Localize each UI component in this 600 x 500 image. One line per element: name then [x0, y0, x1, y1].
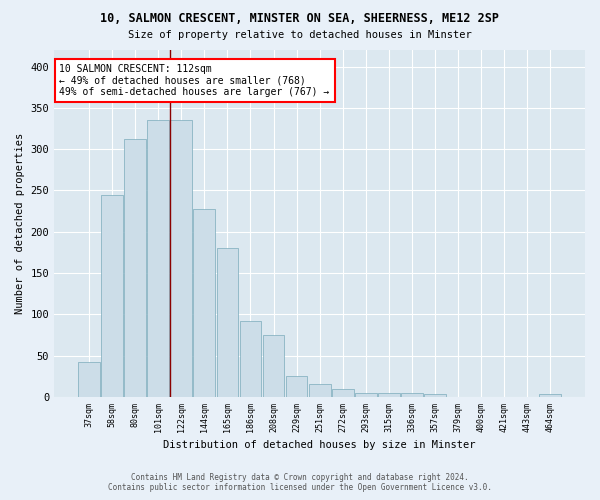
Bar: [424, 394, 446, 397]
Bar: [308, 384, 331, 397]
Bar: [193, 208, 215, 397]
Bar: [378, 392, 400, 397]
Bar: [124, 139, 146, 397]
Text: 10 SALMON CRESCENT: 112sqm
← 49% of detached houses are smaller (768)
49% of sem: 10 SALMON CRESCENT: 112sqm ← 49% of deta…: [59, 64, 330, 97]
Y-axis label: Number of detached properties: Number of detached properties: [15, 133, 25, 314]
Text: 10, SALMON CRESCENT, MINSTER ON SEA, SHEERNESS, ME12 2SP: 10, SALMON CRESCENT, MINSTER ON SEA, SHE…: [101, 12, 499, 26]
Bar: [332, 390, 353, 397]
Bar: [101, 194, 123, 397]
X-axis label: Distribution of detached houses by size in Minster: Distribution of detached houses by size …: [163, 440, 476, 450]
Bar: [539, 394, 561, 397]
Bar: [78, 362, 100, 397]
Bar: [217, 248, 238, 397]
Bar: [170, 120, 193, 397]
Bar: [401, 392, 422, 397]
Bar: [239, 321, 262, 397]
Bar: [263, 335, 284, 397]
Text: Contains HM Land Registry data © Crown copyright and database right 2024.
Contai: Contains HM Land Registry data © Crown c…: [108, 473, 492, 492]
Bar: [148, 120, 169, 397]
Text: Size of property relative to detached houses in Minster: Size of property relative to detached ho…: [128, 30, 472, 40]
Bar: [286, 376, 307, 397]
Bar: [355, 392, 377, 397]
